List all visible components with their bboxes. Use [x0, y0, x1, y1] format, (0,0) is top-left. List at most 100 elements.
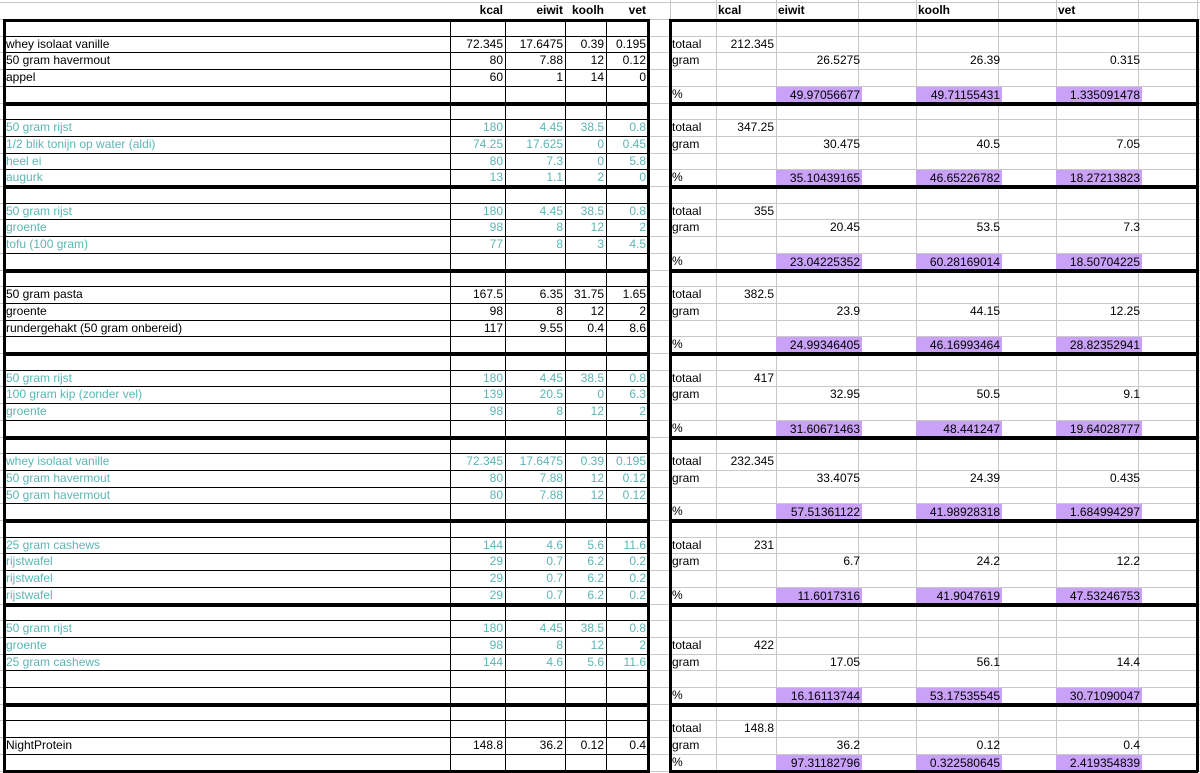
- food-kcal[interactable]: 29: [489, 571, 503, 586]
- food-name[interactable]: NightProtein: [6, 738, 73, 753]
- food-koolh[interactable]: 0: [597, 387, 604, 402]
- food-name[interactable]: 100 gram kip (zonder vel): [6, 387, 143, 402]
- food-name[interactable]: 50 gram havermout: [6, 53, 111, 68]
- food-koolh[interactable]: 38.5: [580, 370, 604, 385]
- food-koolh[interactable]: 5.6: [587, 537, 604, 552]
- food-vet[interactable]: 11.6: [623, 537, 646, 552]
- food-koolh[interactable]: 0.12: [580, 738, 604, 753]
- food-kcal[interactable]: 29: [489, 554, 503, 569]
- food-koolh[interactable]: 6.2: [587, 554, 604, 569]
- food-kcal[interactable]: 13: [489, 170, 503, 185]
- food-kcal[interactable]: 117: [483, 320, 503, 335]
- food-eiwit[interactable]: 4.45: [539, 370, 563, 385]
- food-kcal[interactable]: 60: [489, 70, 503, 85]
- food-koolh[interactable]: 0: [597, 153, 604, 168]
- food-eiwit[interactable]: 4.45: [539, 621, 563, 636]
- food-kcal[interactable]: 148.8: [472, 738, 503, 753]
- percent-koolh[interactable]: 60.28169014: [916, 253, 1002, 270]
- gram-eiwit[interactable]: 17.05: [829, 654, 860, 669]
- food-name[interactable]: 50 gram rijst: [6, 370, 73, 385]
- percent-vet[interactable]: 18.50704225: [1056, 253, 1142, 270]
- food-vet[interactable]: 4.5: [629, 237, 646, 252]
- food-name[interactable]: 25 gram cashews: [6, 537, 101, 552]
- food-kcal[interactable]: 180: [482, 203, 503, 218]
- gram-eiwit[interactable]: 30.475: [823, 136, 860, 151]
- percent-koolh[interactable]: 41.98928318: [916, 504, 1002, 520]
- gram-vet[interactable]: 12.2: [1116, 554, 1140, 569]
- percent-vet[interactable]: 18.27213823: [1056, 170, 1142, 186]
- food-name[interactable]: rijstwafel: [6, 587, 53, 602]
- gram-vet[interactable]: 12.25: [1109, 303, 1140, 318]
- food-kcal[interactable]: 139: [482, 387, 503, 402]
- food-name[interactable]: groente: [6, 637, 47, 652]
- gram-koolh[interactable]: 0.12: [976, 738, 1000, 753]
- food-koolh[interactable]: 0.39: [580, 36, 604, 51]
- food-kcal[interactable]: 180: [482, 621, 503, 636]
- total-kcal[interactable]: 148.8: [743, 721, 774, 736]
- food-eiwit[interactable]: 4.6: [546, 537, 563, 552]
- food-koolh[interactable]: 0.4: [587, 320, 604, 335]
- percent-koolh[interactable]: 41.9047619: [916, 587, 1002, 604]
- food-vet[interactable]: 0.195: [615, 36, 646, 51]
- gram-koolh[interactable]: 40.5: [976, 136, 1000, 151]
- total-kcal[interactable]: 231: [753, 537, 774, 552]
- gram-eiwit[interactable]: 33.4075: [816, 470, 860, 485]
- food-vet[interactable]: 11.6: [623, 654, 646, 669]
- percent-vet[interactable]: 19.64028777: [1056, 420, 1142, 437]
- food-vet[interactable]: 0.2: [629, 587, 646, 602]
- food-eiwit[interactable]: 7.88: [539, 487, 563, 502]
- food-eiwit[interactable]: 7.88: [539, 470, 563, 485]
- food-name[interactable]: groente: [6, 220, 47, 235]
- food-koolh[interactable]: 3: [597, 237, 604, 252]
- food-kcal[interactable]: 144: [482, 654, 503, 669]
- gram-koolh[interactable]: 24.2: [976, 554, 1000, 569]
- food-name[interactable]: 50 gram rijst: [6, 203, 73, 218]
- food-koolh[interactable]: 38.5: [580, 120, 604, 135]
- food-eiwit[interactable]: 4.6: [546, 654, 563, 669]
- percent-eiwit[interactable]: 97.31182796: [776, 754, 862, 771]
- total-kcal[interactable]: 422: [753, 637, 774, 652]
- food-koolh[interactable]: 12: [590, 487, 604, 502]
- food-vet[interactable]: 0.4: [629, 738, 646, 753]
- food-vet[interactable]: 0.8: [629, 120, 646, 135]
- food-vet[interactable]: 0.8: [629, 370, 646, 385]
- percent-koolh[interactable]: 46.16993464: [916, 337, 1002, 353]
- food-koolh[interactable]: 12: [590, 470, 604, 485]
- food-vet[interactable]: 2: [639, 637, 646, 652]
- food-name[interactable]: 1/2 blik tonijn op water (aldi): [6, 136, 156, 151]
- food-name[interactable]: 50 gram rijst: [6, 621, 73, 636]
- food-vet[interactable]: 0.195: [615, 454, 646, 469]
- food-name[interactable]: rijstwafel: [6, 571, 53, 586]
- total-kcal[interactable]: 417: [753, 370, 774, 385]
- percent-eiwit[interactable]: 49.97056677: [776, 86, 862, 103]
- total-kcal[interactable]: 382.5: [743, 287, 774, 302]
- food-vet[interactable]: 0.12: [622, 487, 646, 502]
- percent-koolh[interactable]: 48.441247: [916, 420, 1002, 437]
- food-kcal[interactable]: 98: [489, 303, 503, 318]
- gram-vet[interactable]: 9.1: [1123, 387, 1140, 402]
- food-eiwit[interactable]: 4.45: [539, 120, 563, 135]
- food-eiwit[interactable]: 20.5: [539, 387, 563, 402]
- food-kcal[interactable]: 144: [482, 537, 503, 552]
- total-kcal[interactable]: 212.345: [730, 36, 774, 51]
- food-name[interactable]: heel ei: [6, 153, 42, 168]
- gram-eiwit[interactable]: 6.7: [843, 554, 860, 569]
- food-kcal[interactable]: 77: [489, 237, 503, 252]
- food-name[interactable]: appel: [6, 70, 36, 85]
- food-kcal[interactable]: 80: [489, 470, 503, 485]
- percent-vet[interactable]: 30.71090047: [1056, 688, 1142, 704]
- food-name[interactable]: rundergehakt (50 gram onbereid): [6, 320, 183, 335]
- food-eiwit[interactable]: 7.3: [546, 153, 563, 168]
- food-eiwit[interactable]: 8: [556, 404, 563, 419]
- food-kcal[interactable]: 29: [489, 587, 503, 602]
- food-vet[interactable]: 5.8: [629, 153, 646, 168]
- food-koolh[interactable]: 0.39: [580, 454, 604, 469]
- food-kcal[interactable]: 74.25: [472, 136, 503, 151]
- total-kcal[interactable]: 347.25: [737, 120, 774, 135]
- food-koolh[interactable]: 2: [597, 170, 604, 185]
- food-eiwit[interactable]: 0.7: [546, 571, 563, 586]
- food-eiwit[interactable]: 8: [556, 237, 563, 252]
- food-kcal[interactable]: 80: [489, 153, 503, 168]
- food-koolh[interactable]: 12: [590, 220, 604, 235]
- food-koolh[interactable]: 12: [590, 404, 604, 419]
